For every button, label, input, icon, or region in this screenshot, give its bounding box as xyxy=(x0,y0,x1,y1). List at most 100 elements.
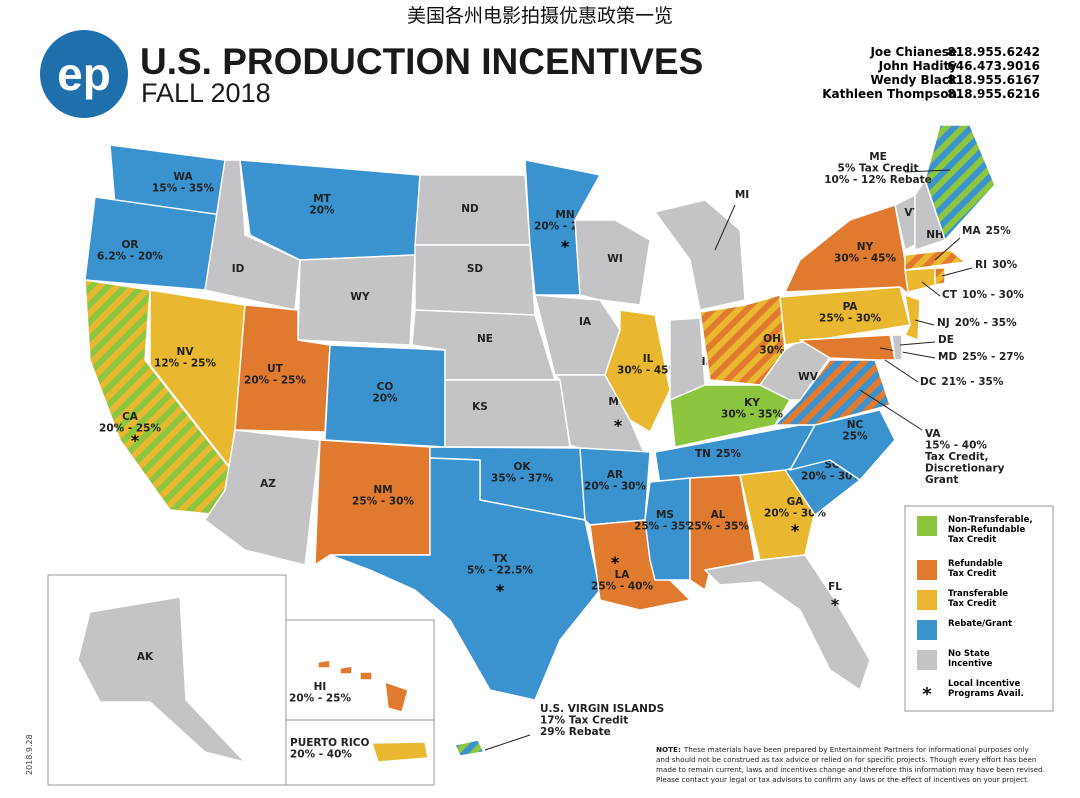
state-label: NJ 20% - 35% xyxy=(937,317,1017,329)
state-incentive: 10% - 30% xyxy=(962,289,1024,301)
state-code: SD xyxy=(467,263,484,275)
contact-phone: 818.955.6167 xyxy=(947,73,1040,87)
state-shape xyxy=(384,681,409,713)
legend-line: Tax Credit xyxy=(948,535,996,545)
title: U.S. PRODUCTION INCENTIVES xyxy=(140,41,703,82)
state-label: LA 25% - 40% xyxy=(591,569,653,593)
state-label: AL 25% - 35% xyxy=(687,509,749,533)
state-code: NE xyxy=(477,333,493,345)
note-line: made to remain current, laws and incenti… xyxy=(656,765,1045,774)
state-label: IL 30% - 45% xyxy=(617,353,679,377)
legend-label: Non-Transferable, Non-Refundable Tax Credi… xyxy=(948,515,1033,545)
state-shape xyxy=(654,199,746,311)
state-label: CO 20% xyxy=(372,381,398,405)
state-incentive: 20% - 30% xyxy=(801,471,863,483)
note-line: NOTE: These materials have been prepared … xyxy=(656,745,1030,754)
legend-line: Refundable xyxy=(948,559,1003,569)
state-label: OK 35% - 37% xyxy=(491,461,553,485)
state-code: NV xyxy=(177,346,195,358)
note-text: These materials have been prepared by En… xyxy=(683,745,1030,754)
state-label: DE xyxy=(938,334,954,346)
leader-line xyxy=(904,169,951,173)
state-code: MS xyxy=(656,509,674,521)
state-code: WI xyxy=(607,253,623,265)
state-incentive: 20% - 35% xyxy=(955,317,1017,329)
state-shape xyxy=(604,309,671,433)
contact-name: John Hadity xyxy=(878,59,958,73)
state-incentive: 25% - 40% xyxy=(591,581,653,593)
state-code: CO xyxy=(377,381,394,393)
local-star: * xyxy=(131,431,140,450)
state-label: AK xyxy=(137,651,154,663)
state-label: U.S. VIRGIN ISLANDS 17% Tax Credit 29% Reb… xyxy=(540,703,664,738)
state-incentive: 12% - 25% xyxy=(154,358,216,370)
state-label: KY 30% - 35% xyxy=(721,397,783,421)
state-shape xyxy=(704,554,871,691)
state-shape xyxy=(371,741,429,763)
state-code: PA xyxy=(843,301,859,313)
state-incentive: 20% - 30% xyxy=(764,508,826,520)
state-label: SD xyxy=(467,263,484,275)
inset-pr xyxy=(285,719,435,786)
legend-line: Tax Credit xyxy=(948,569,996,579)
state-label: WI xyxy=(607,253,623,265)
state-label: MT 20% xyxy=(309,193,335,217)
state-code: AZ xyxy=(260,478,276,490)
legend-label: No State Incentive xyxy=(948,649,993,669)
state-label: PA 25% - 30% xyxy=(819,301,881,325)
legend-label: Refundable Tax Credit xyxy=(948,559,1003,579)
state-incentive: 30% - 35% xyxy=(721,409,783,421)
state-shape xyxy=(317,659,331,669)
state-label: OH 30% xyxy=(759,333,785,357)
state-label: FL xyxy=(828,581,842,593)
state-code: MD xyxy=(938,351,957,363)
local-star: * xyxy=(831,595,840,614)
legend-swatch xyxy=(917,516,937,536)
state-shape xyxy=(784,204,911,296)
state-code: U.S. VIRGIN ISLANDS xyxy=(540,703,664,715)
state-code: IA xyxy=(579,316,592,328)
leader-line xyxy=(899,341,936,346)
state-incentive: 20% xyxy=(309,205,335,217)
state-code: DC xyxy=(920,376,937,388)
state-incentive: 20% - 40% xyxy=(290,749,352,761)
legend-line: Incentive xyxy=(948,659,993,669)
state-label: HI 20% - 25% xyxy=(289,681,351,705)
leader-line xyxy=(884,359,919,383)
state-incentive: 25% xyxy=(716,448,742,460)
leader-line xyxy=(859,389,923,431)
state-incentive: Grant xyxy=(925,474,958,486)
state-code: MN xyxy=(555,209,574,221)
state-incentive: 30% - 45% xyxy=(834,253,896,265)
state-code: AR xyxy=(607,469,623,481)
state-label: ND xyxy=(461,203,479,215)
leader-line xyxy=(921,281,941,297)
state-label: TX 5% - 22.5% xyxy=(467,553,533,577)
state-code: OR xyxy=(121,239,138,251)
state-incentive: Discretionary xyxy=(925,463,1005,475)
legend-symbol: * xyxy=(922,684,932,705)
local-star: * xyxy=(496,581,505,600)
state-incentive: 25% - 27% xyxy=(962,351,1024,363)
leader-line xyxy=(941,267,973,277)
state-label: NC 25% xyxy=(842,419,868,443)
state-code: OH xyxy=(763,333,781,345)
contact-name: Kathleen Thompson xyxy=(822,87,957,101)
state-incentive: 25% - 30% xyxy=(819,313,881,325)
contact-name: Wendy Black xyxy=(870,73,958,87)
state-label: AZ xyxy=(260,478,276,490)
state-code: AK xyxy=(137,651,154,663)
note-heading: NOTE: xyxy=(656,745,681,754)
state-code: DE xyxy=(938,334,954,346)
note: NOTE: These materials have been prepared … xyxy=(656,745,1045,784)
state-incentive: 20% - 30% xyxy=(584,481,646,493)
inset-hi xyxy=(285,619,435,721)
date-stamp: 2018.9.28 xyxy=(25,734,34,775)
state-incentive: 20% - 25% xyxy=(244,375,306,387)
state-code: TX xyxy=(492,553,507,565)
state-label: VA 15% - 40% Tax Credit, Discretionary Grant xyxy=(925,428,1005,486)
state-label: RI 30% xyxy=(975,259,1018,271)
state-shape xyxy=(739,469,816,561)
state-code: NJ xyxy=(937,317,950,329)
legend-line: Non-Refundable xyxy=(948,525,1025,535)
